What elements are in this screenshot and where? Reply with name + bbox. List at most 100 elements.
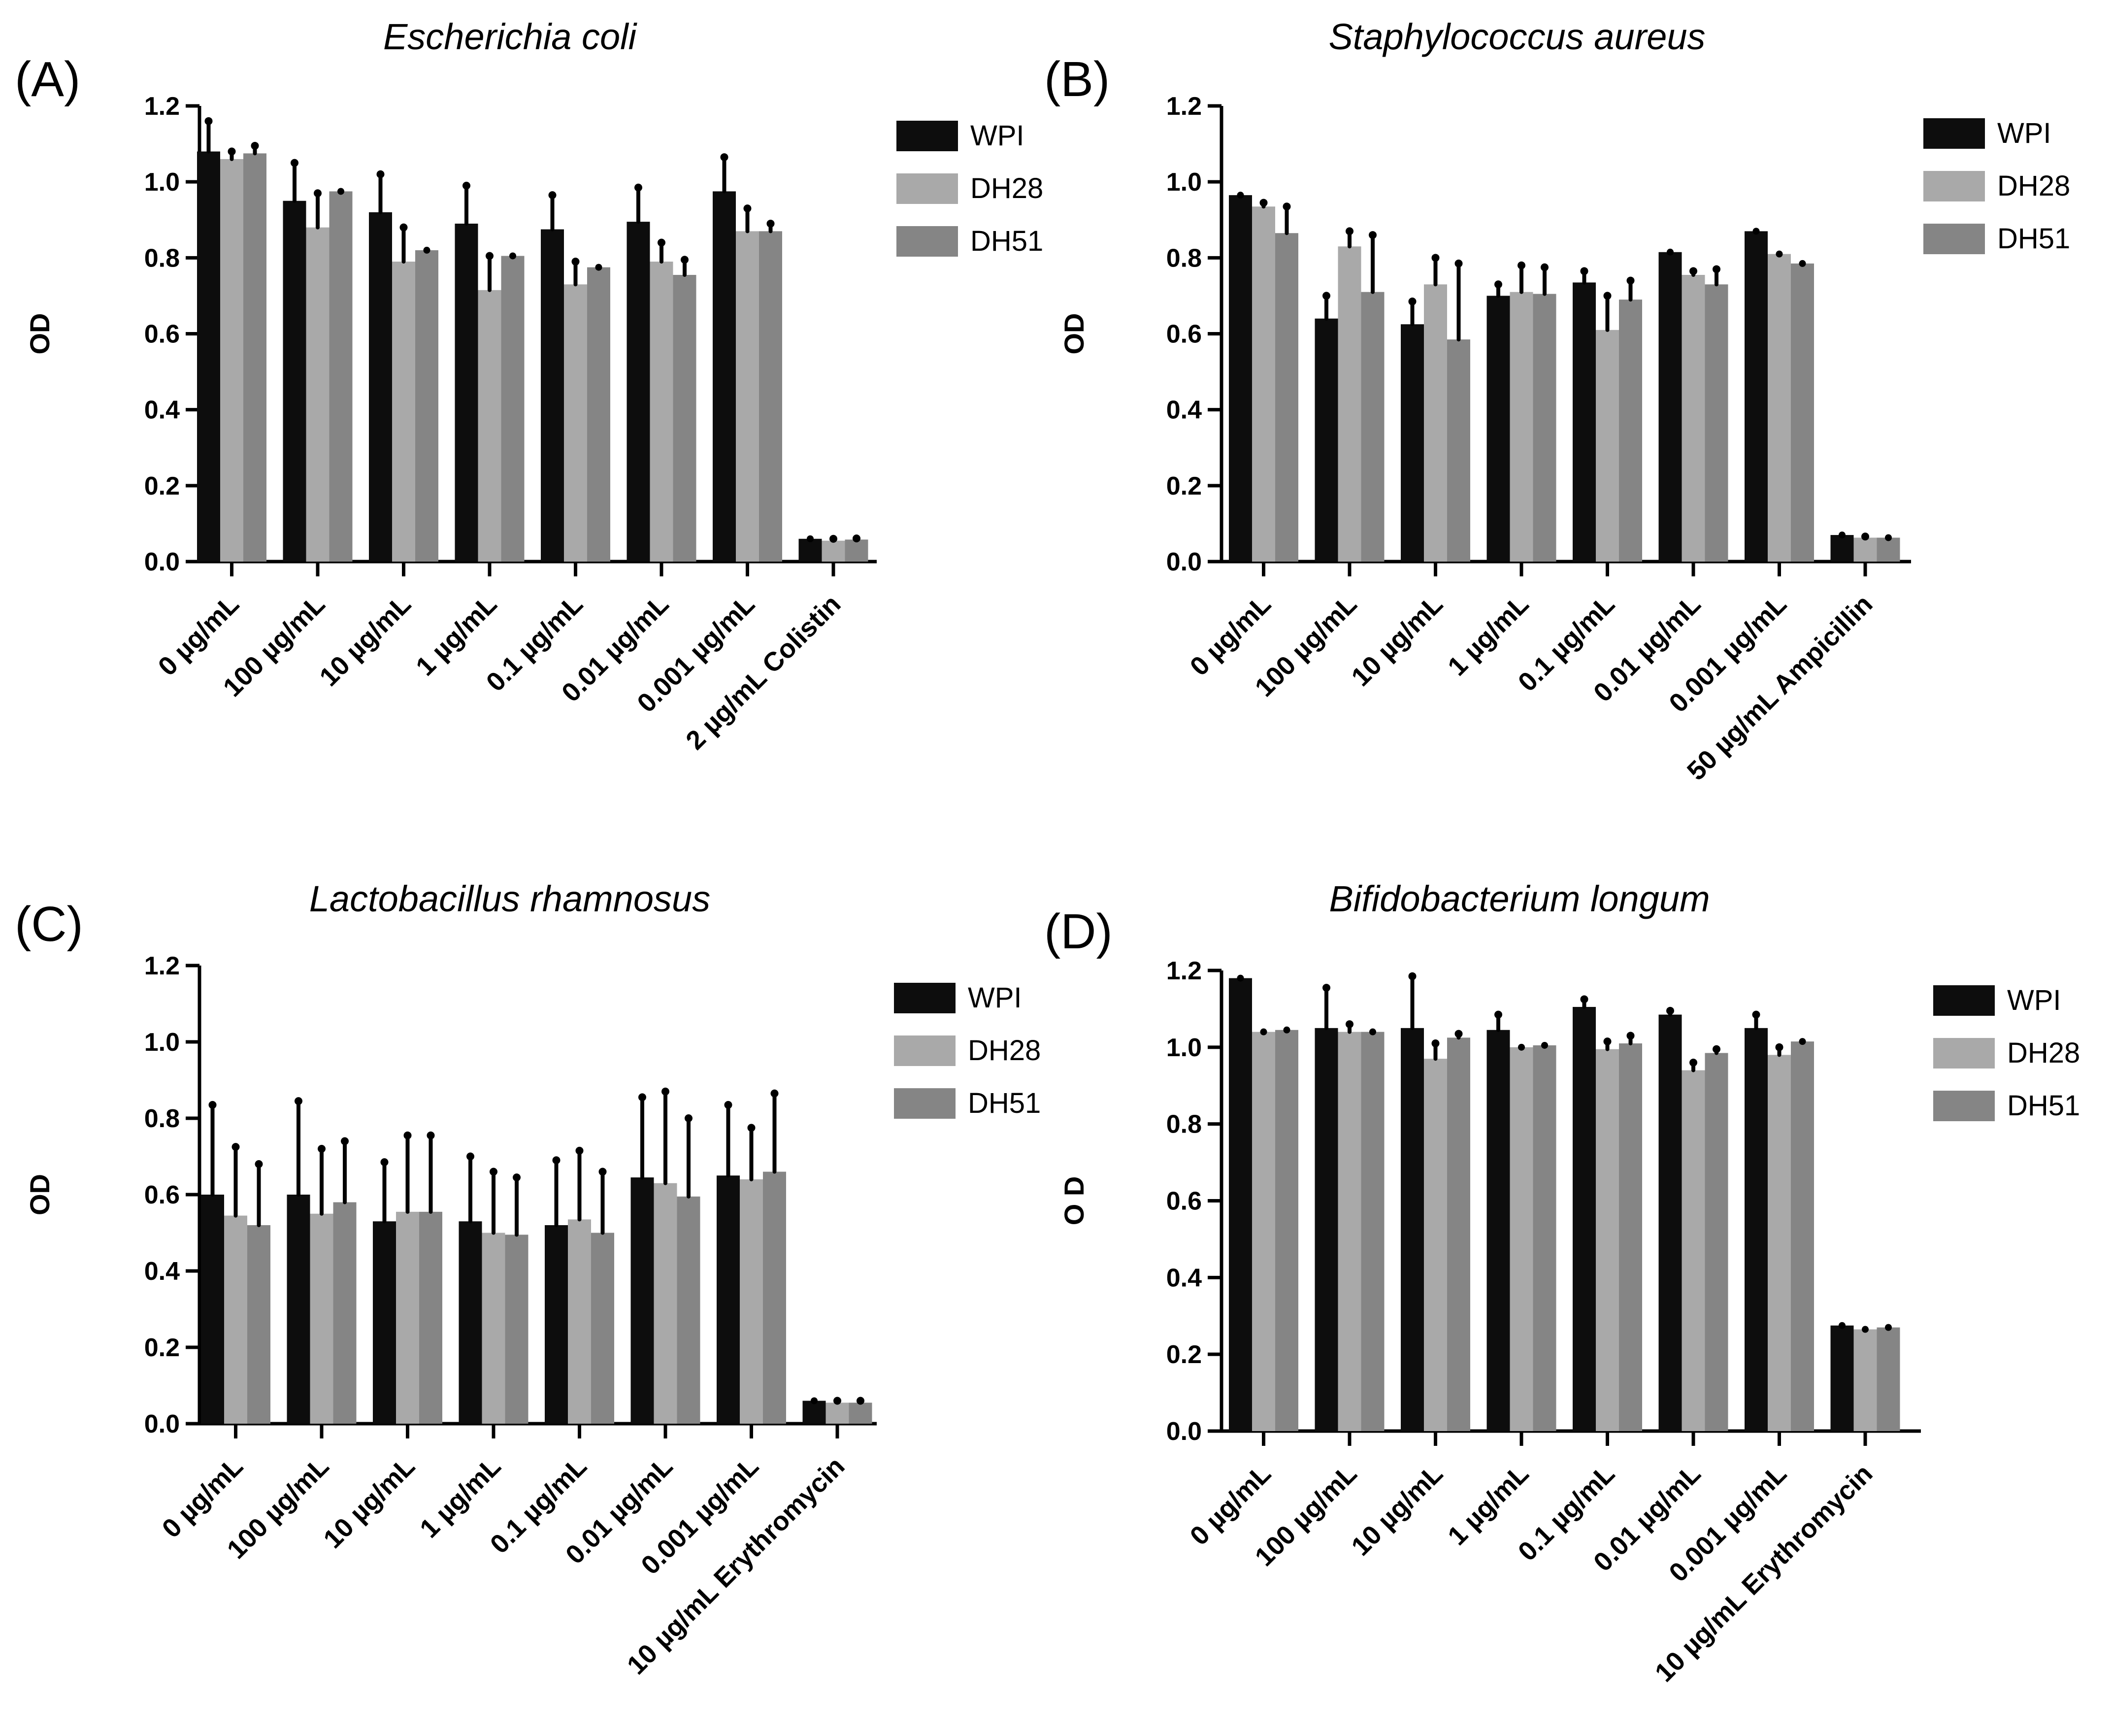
y-tick-label: 0.6 [1166,1187,1202,1216]
error-cap [1861,533,1869,541]
error-cap [490,1168,497,1176]
error-cap [1689,1059,1697,1067]
error-cap [1283,1026,1290,1034]
bar-wpi [373,1221,396,1424]
error-cap [571,258,580,266]
error-cap [638,1093,646,1102]
error-cap [1839,532,1846,539]
error-cap [228,147,236,156]
error-cap [1603,1037,1612,1046]
panel-letter: (C) [15,897,83,952]
y-tick-label: 0.6 [1166,320,1202,349]
bar-dh51 [845,539,868,562]
bar-dh51 [763,1171,786,1424]
error-cap [1408,972,1417,980]
error-cap [1580,995,1588,1003]
y-tick-label: 1.0 [144,168,180,197]
bar-dh51 [505,1235,528,1424]
bar-wpi [1401,1028,1424,1431]
y-tick-label: 1.2 [144,92,180,121]
error-cap [1689,267,1697,275]
error-cap [1518,1043,1525,1051]
y-axis-label: OD [24,1174,55,1215]
error-cap [1713,1045,1720,1053]
error-cap [251,141,259,150]
error-cap [685,1114,693,1122]
bar-dh28 [1596,330,1619,562]
error-cap [1752,228,1760,235]
error-cap [1431,254,1440,262]
x-tick-label: 10 µg/mL [1346,589,1449,692]
bar-dh51 [1619,1043,1642,1431]
bar-dh28 [1682,1070,1705,1431]
bar-dh28 [224,1215,247,1424]
bar-dh28 [568,1219,591,1424]
legend-swatch-dh51 [1933,1091,1995,1121]
bar-dh51 [1877,537,1900,562]
chart-panel: (C) Lactobacillus rhamnosus OD 0.0 0.2 0.4 0.6… [15,878,1041,1680]
bar-dh51 [759,231,782,562]
error-cap [1369,231,1377,239]
chart-panel: (D) Bifidobacterium longum O D 0.0 0.2 0.4 0.6… [1044,878,2080,1688]
error-cap [552,1156,561,1165]
error-cap [1580,267,1588,275]
bar-wpi [630,1177,654,1424]
bar-wpi [1658,1014,1682,1431]
error-cap [1346,1020,1353,1029]
error-cap [1541,1041,1548,1049]
error-cap [743,204,752,213]
bar-dh51 [419,1211,442,1424]
error-cap [208,1101,217,1109]
bar-dh51 [677,1196,700,1424]
error-cap [1454,259,1463,267]
y-tick-label: 0.8 [1166,1110,1202,1139]
bar-dh28 [482,1233,505,1424]
error-cap [231,1143,240,1151]
legend-swatch-dh28 [894,1035,956,1066]
error-cap [1369,1028,1376,1035]
bar-wpi [1658,252,1682,562]
bar-dh28 [1768,254,1791,562]
x-tick-label: 10 µg/mL [314,589,417,692]
bar-dh28 [478,290,501,562]
bar-dh28 [310,1213,333,1424]
bar-wpi [1745,1028,1768,1431]
bar-wpi [1830,535,1854,562]
legend-label: WPI [2007,984,2061,1016]
bar-wpi [713,191,736,562]
bar-dh51 [1705,284,1728,562]
error-cap [1713,265,1720,273]
error-cap [766,219,775,228]
error-cap [341,1137,349,1145]
bar-dh28 [1424,1059,1447,1431]
error-cap [747,1124,756,1132]
error-cap [1431,1039,1440,1048]
bar-wpi [1573,282,1596,562]
error-cap [634,183,642,192]
error-cap [807,535,814,542]
bar-wpi [1830,1325,1854,1431]
y-tick-label: 1.0 [144,1028,180,1057]
bar-dh28 [392,262,415,562]
error-cap [1667,248,1674,256]
chart-title: Staphylococcus aureus [1328,16,1705,57]
y-tick-label: 0.2 [1166,1340,1202,1369]
y-tick-label: 0.8 [144,1104,180,1133]
y-tick-label: 1.0 [1166,168,1202,197]
legend-label: DH51 [1997,223,2070,255]
legend-swatch-dh51 [896,226,958,257]
bar-wpi [459,1221,482,1424]
y-tick-label: 1.2 [1166,957,1202,985]
legend-label: DH28 [970,172,1043,204]
bar-wpi [1745,231,1768,562]
legend-label: DH51 [968,1087,1041,1119]
bar-dh51 [1447,1037,1470,1431]
error-cap [548,191,557,200]
error-cap [1603,292,1612,300]
legend-swatch-wpi [1933,985,1995,1016]
error-cap [1862,1326,1869,1333]
y-tick-label: 0.0 [1166,548,1202,576]
bar-dh28 [1596,1049,1619,1431]
bar-dh51 [247,1225,270,1424]
